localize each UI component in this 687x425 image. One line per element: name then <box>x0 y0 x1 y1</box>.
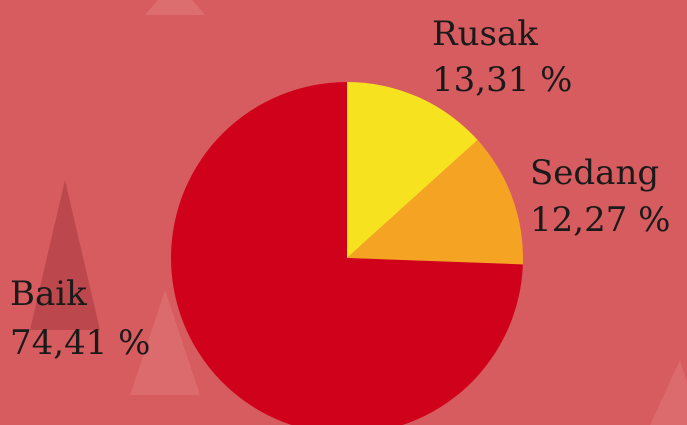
decoration <box>130 290 200 395</box>
slice-label: Rusak <box>432 14 538 54</box>
pie-slice <box>171 82 523 425</box>
pie-slice <box>347 140 523 265</box>
slice-value-label: 74,41 % <box>10 323 150 363</box>
decoration <box>650 360 687 425</box>
slice-label: Baik <box>10 274 87 314</box>
decoration <box>145 0 205 15</box>
slice-label: Sedang <box>530 153 659 193</box>
slice-value-label: 13,31 % <box>432 60 572 100</box>
pie <box>171 82 523 425</box>
slice-value-label: 12,27 % <box>530 200 670 240</box>
decoration <box>30 180 100 330</box>
pie-slice <box>347 82 478 258</box>
